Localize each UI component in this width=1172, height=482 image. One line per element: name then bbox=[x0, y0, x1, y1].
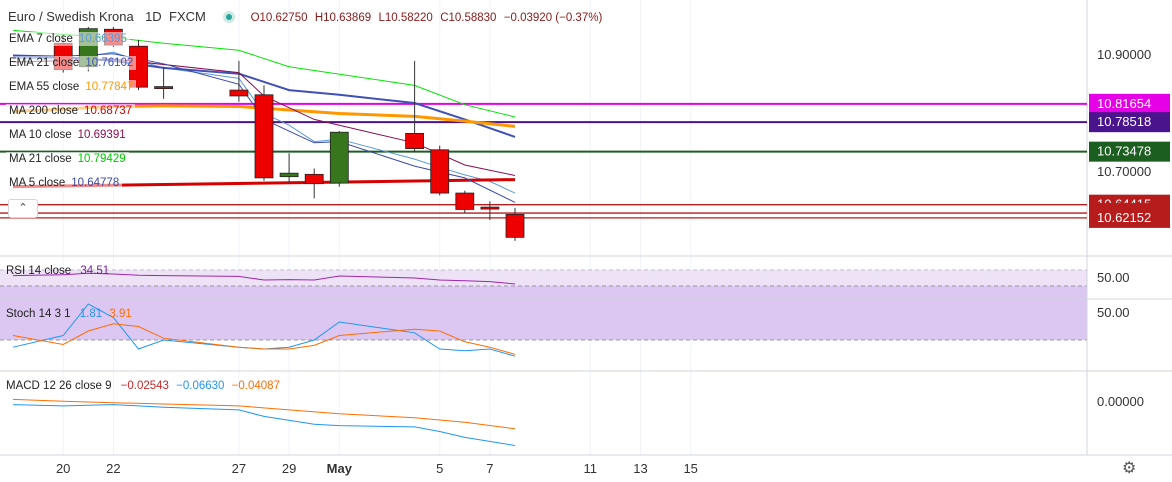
candle-body[interactable] bbox=[279, 172, 299, 178]
macd-line-value: −0.06630 bbox=[176, 380, 225, 392]
symbol-name[interactable]: Euro / Swedish Krona bbox=[8, 9, 134, 24]
legend-label: EMA 21 close bbox=[9, 57, 80, 69]
ohlc-change: −0.03920 (−0.37%) bbox=[503, 12, 603, 24]
price-tick-label: 10.90000 bbox=[1097, 47, 1151, 62]
legend-ma5[interactable]: MA 5 close 10.64778 bbox=[6, 176, 123, 190]
stoch-d-line bbox=[12, 323, 516, 355]
legend-ema21[interactable]: EMA 21 close 10.76102 bbox=[6, 56, 137, 70]
legend-value: 10.79429 bbox=[77, 153, 126, 165]
stoch-legend[interactable]: Stoch 14 3 1 1.81 3.91 bbox=[6, 308, 132, 320]
time-tick-label: 13 bbox=[633, 461, 647, 476]
time-tick-label: May bbox=[327, 461, 353, 476]
legend-value: 10.66395 bbox=[78, 33, 127, 45]
time-tick-label: 5 bbox=[436, 461, 443, 476]
time-tick-label: 22 bbox=[106, 461, 120, 476]
candle-body[interactable] bbox=[430, 149, 450, 194]
candle-body[interactable] bbox=[254, 94, 274, 179]
legend-ma200[interactable]: MA 200 close 10.68737 bbox=[6, 104, 136, 118]
macd-signal-line bbox=[12, 398, 516, 430]
legend-label: MA 5 close bbox=[9, 177, 66, 189]
rsi-axis-label: 50.00 bbox=[1097, 270, 1130, 285]
level-price-label: 10.78518 bbox=[1097, 114, 1151, 129]
symbol-header: Euro / Swedish Krona 1D FXCM O10.62750 H… bbox=[8, 9, 602, 24]
level-price-label: 10.81654 bbox=[1097, 96, 1151, 111]
time-tick-label: 15 bbox=[683, 461, 697, 476]
candle-body[interactable] bbox=[154, 86, 174, 89]
time-tick-label: 29 bbox=[282, 461, 296, 476]
level-price-label-bg bbox=[1089, 93, 1170, 114]
price-axis-background bbox=[1087, 0, 1172, 482]
legend-label: MA 10 close bbox=[9, 129, 72, 141]
market-status-icon bbox=[223, 11, 236, 23]
legend-value: 10.69391 bbox=[77, 129, 126, 141]
level-price-label-bg bbox=[1089, 141, 1170, 162]
ohlc-close: C10.58830 bbox=[440, 12, 497, 24]
stoch-label: Stoch 14 3 1 bbox=[6, 308, 71, 320]
legend-ma10[interactable]: MA 10 close 10.69391 bbox=[6, 128, 129, 142]
rsi-line bbox=[12, 272, 516, 285]
legend-value: 10.64778 bbox=[71, 177, 120, 189]
ohlc-open: O10.62750 bbox=[250, 12, 308, 24]
ohlc-high: H10.63869 bbox=[314, 12, 372, 24]
legend-label: EMA 55 close bbox=[9, 81, 80, 93]
symbol-interval[interactable]: 1D bbox=[145, 9, 162, 24]
candle-body[interactable] bbox=[229, 89, 249, 97]
macd-line bbox=[12, 404, 516, 446]
price-tick-label: 10.70000 bbox=[1097, 164, 1151, 179]
macd-axis-label: 0.00000 bbox=[1097, 394, 1144, 409]
time-tick-label: 20 bbox=[56, 461, 70, 476]
legend-ma21[interactable]: MA 21 close 10.79429 bbox=[6, 152, 129, 166]
legend-label: EMA 7 close bbox=[9, 33, 73, 45]
candle-body[interactable] bbox=[304, 173, 324, 185]
candle-body[interactable] bbox=[455, 192, 475, 210]
macd-hist-value: −0.02543 bbox=[120, 380, 169, 392]
stoch-k-line bbox=[12, 303, 516, 357]
time-tick-label: 11 bbox=[584, 461, 598, 476]
time-tick-label: 27 bbox=[232, 461, 246, 476]
macd-legend[interactable]: MACD 12 26 close 9 −0.02543 −0.06630 −0.… bbox=[6, 380, 280, 392]
level-price-label: 10.73478 bbox=[1097, 144, 1151, 159]
collapse-legend-button[interactable]: ⌃ bbox=[8, 199, 38, 218]
candle-body[interactable] bbox=[405, 132, 425, 149]
macd-label: MACD 12 26 close 9 bbox=[6, 380, 112, 392]
legend-value: 10.76102 bbox=[85, 57, 134, 69]
stoch-axis-label: 50.00 bbox=[1097, 305, 1130, 320]
legend-value: 10.77847 bbox=[85, 81, 134, 93]
level-price-label-bg bbox=[1089, 207, 1170, 228]
candle-body[interactable] bbox=[329, 131, 349, 184]
rsi-legend[interactable]: RSI 14 close 34.51 bbox=[6, 265, 109, 277]
stoch-d-value: 3.91 bbox=[109, 308, 132, 320]
stoch-k-value: 1.81 bbox=[79, 308, 103, 320]
ohlc-low: L10.58220 bbox=[378, 12, 433, 24]
candle-body[interactable] bbox=[480, 206, 500, 210]
time-tick-label: 7 bbox=[486, 461, 493, 476]
legend-ema7[interactable]: EMA 7 close 10.66395 bbox=[6, 32, 130, 46]
macd-signal-value: −0.04087 bbox=[231, 380, 280, 392]
symbol-source: FXCM bbox=[169, 9, 206, 24]
rsi-label: RSI 14 close bbox=[6, 265, 72, 277]
rsi-value: 34.51 bbox=[80, 265, 110, 277]
legend-label: MA 21 close bbox=[9, 153, 72, 165]
level-price-label-bg bbox=[1089, 112, 1170, 133]
legend-value: 10.68737 bbox=[84, 105, 133, 117]
level-price-label: 10.62152 bbox=[1097, 210, 1151, 225]
rsi-band bbox=[0, 270, 1087, 286]
legend-ema55[interactable]: EMA 55 close 10.77847 bbox=[6, 80, 137, 94]
stoch-band bbox=[0, 286, 1087, 340]
legend-label: MA 200 close bbox=[9, 105, 79, 117]
candle-body[interactable] bbox=[505, 214, 525, 238]
gear-icon[interactable]: ⚙ bbox=[1122, 460, 1137, 477]
